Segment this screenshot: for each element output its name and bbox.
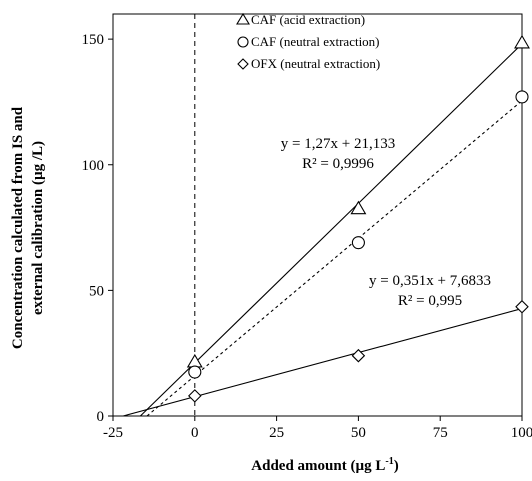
x-tick-label: 75 bbox=[433, 425, 448, 441]
fit-line-series-0 bbox=[139, 43, 522, 416]
data-point-series-1 bbox=[188, 365, 202, 379]
x-tick-label: 50 bbox=[351, 425, 366, 441]
x-axis-title: Added amount (µg L-1) bbox=[251, 456, 398, 474]
y-tick-label: 150 bbox=[82, 32, 105, 48]
data-point-series-2 bbox=[515, 299, 529, 314]
fit-line-series-2 bbox=[123, 307, 522, 416]
y-axis-title-line2: external calibration (µg /L) bbox=[30, 141, 46, 315]
x-tick-label: 0 bbox=[191, 425, 199, 441]
y-tick-label: 100 bbox=[82, 158, 105, 174]
legend-label-series-2: OFX (neutral extraction) bbox=[251, 56, 380, 71]
legend-marker-series-0 bbox=[236, 12, 250, 25]
x-tick-label: 25 bbox=[269, 425, 284, 441]
y-tick-label: 50 bbox=[89, 283, 104, 299]
x-tick-label: 100 bbox=[511, 425, 532, 441]
y-tick-label: 0 bbox=[97, 409, 105, 425]
y-axis-title-line1: Concentration calculated from IS and bbox=[10, 106, 26, 349]
data-point-series-2 bbox=[188, 389, 202, 403]
legend-label-series-0: CAF (acid extraction) bbox=[251, 12, 365, 27]
data-point-series-2 bbox=[351, 348, 366, 363]
data-point-series-0 bbox=[186, 353, 203, 368]
plot-frame bbox=[112, 13, 523, 417]
data-point-series-0 bbox=[514, 34, 530, 49]
legend-label-series-1: CAF (neutral extraction) bbox=[251, 34, 380, 49]
fit-equation-series-0: y = 1,27x + 21,133 bbox=[281, 136, 395, 152]
data-point-series-1 bbox=[351, 236, 365, 250]
data-point-series-0 bbox=[350, 200, 367, 215]
fit-equation-series-2: y = 0,351x + 7,6833 bbox=[369, 273, 491, 289]
legend-marker-series-1 bbox=[237, 36, 249, 48]
x-tick-label: -25 bbox=[103, 425, 123, 441]
legend-marker-series-2 bbox=[237, 58, 249, 70]
fit-line-series-1 bbox=[146, 100, 522, 416]
fit-r2-series-2: R² = 0,995 bbox=[398, 293, 462, 309]
fit-r2-series-0: R² = 0,9996 bbox=[302, 156, 374, 172]
data-point-series-1 bbox=[515, 90, 529, 104]
